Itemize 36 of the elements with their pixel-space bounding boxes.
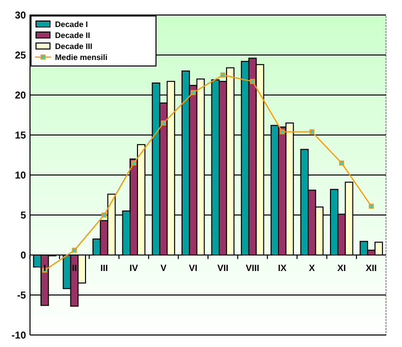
x-tick-label: I [43,263,46,273]
x-tick-label: VII [217,263,228,273]
y-tick-label: 15 [14,130,26,142]
point [309,129,314,134]
point [72,248,77,253]
point [131,160,136,166]
point [220,72,226,78]
point [102,212,107,218]
x-tick-label: IV [130,263,138,273]
point [190,90,196,96]
x-tick-label: II [72,263,77,273]
point [160,120,166,126]
x-tick-label: III [100,263,108,273]
x-tick-label: V [160,263,166,273]
x-tick-label: VI [188,263,198,273]
legend-label: Medie mensili [55,52,108,62]
x-tick-label: XI [337,263,346,273]
y-tick-label: 20 [14,90,26,102]
point [280,129,285,134]
x-tick-label: X [308,263,315,273]
y-tick-label: 0 [20,250,26,262]
x-tick-label: IX [278,263,286,273]
x-tick-label: XII [366,263,377,273]
point [368,204,374,209]
y-tick-label: -10 [12,330,26,342]
legend-label: Decade II [55,30,90,40]
y-tick-label: 10 [14,170,26,182]
y-tick-label: 30 [14,10,26,22]
point [250,78,256,84]
legend-label: Decade III [55,42,92,51]
y-tick-label: 5 [20,210,26,222]
point [339,160,344,166]
y-tick-label: 25 [14,50,26,62]
x-tick-label: VIII [246,263,260,273]
y-tick-label: -5 [17,290,26,302]
legend-label: Decade I [55,20,88,29]
